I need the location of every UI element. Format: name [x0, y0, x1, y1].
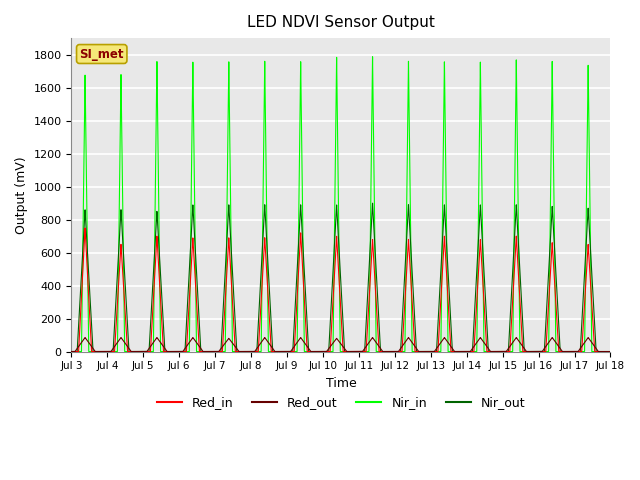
Title: LED NDVI Sensor Output: LED NDVI Sensor Output	[247, 15, 435, 30]
Text: SI_met: SI_met	[79, 48, 124, 60]
X-axis label: Time: Time	[326, 377, 356, 390]
Legend: Red_in, Red_out, Nir_in, Nir_out: Red_in, Red_out, Nir_in, Nir_out	[152, 391, 531, 414]
Y-axis label: Output (mV): Output (mV)	[15, 156, 28, 234]
